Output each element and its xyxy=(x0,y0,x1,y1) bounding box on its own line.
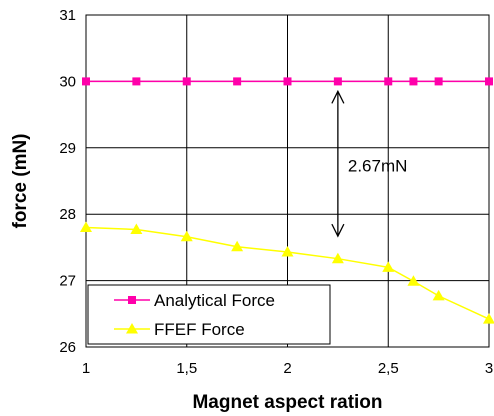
legend-label-ffef-force: FFEF Force xyxy=(154,320,245,339)
legend-marker-analytical-force xyxy=(128,296,136,304)
x-tick-label: 2,5 xyxy=(378,360,399,377)
x-axis-title: Magnet aspect ration xyxy=(192,392,382,413)
data-point xyxy=(432,289,445,301)
y-tick-label: 27 xyxy=(59,273,76,290)
data-point xyxy=(281,246,294,257)
data-point xyxy=(333,77,342,86)
legend-item-ffef-force: FFEF Force xyxy=(114,320,245,339)
annotation-label: 2.67mN xyxy=(348,157,408,176)
data-point xyxy=(283,77,292,86)
data-point xyxy=(407,275,420,286)
x-tick-labels: 1 1,5 2 2,5 3 xyxy=(82,360,493,377)
annotation-layer: 2.67mN xyxy=(331,89,408,238)
data-point xyxy=(82,77,90,86)
series-0 xyxy=(82,77,493,86)
data-point xyxy=(233,77,242,86)
y-tick-label: 31 xyxy=(59,7,76,24)
y-tick-labels: 26 27 28 29 30 31 xyxy=(59,7,76,356)
y-tick-label: 26 xyxy=(59,339,76,356)
data-point xyxy=(182,77,191,86)
data-point xyxy=(382,261,395,272)
data-point xyxy=(231,240,244,252)
legend-item-analytical-force: Analytical Force xyxy=(114,291,275,310)
data-point xyxy=(434,77,443,86)
y-tick-label: 29 xyxy=(59,140,76,157)
data-point xyxy=(483,313,494,324)
x-tick-label: 1,5 xyxy=(176,360,197,377)
y-tick-label: 30 xyxy=(59,73,76,90)
x-tick-label: 2 xyxy=(283,360,291,377)
x-tick-label: 3 xyxy=(485,360,493,377)
series-layer xyxy=(80,77,494,324)
data-point xyxy=(132,77,141,86)
x-tick-label: 1 xyxy=(82,360,90,377)
legend: Analytical Force FFEF Force xyxy=(87,284,331,345)
annotation-arrowhead-top xyxy=(331,89,345,104)
series-1 xyxy=(80,221,494,324)
legend-label-analytical-force: Analytical Force xyxy=(154,291,275,310)
data-point xyxy=(180,230,193,242)
legend-marker-ffef-force xyxy=(126,323,138,334)
annotation-arrowhead-bottom xyxy=(331,223,345,238)
series-line xyxy=(85,226,490,320)
data-point xyxy=(485,77,493,86)
y-axis-title: force (mN) xyxy=(10,133,31,228)
legend-box xyxy=(87,284,331,345)
data-point xyxy=(331,252,344,264)
data-point xyxy=(130,223,143,234)
data-point xyxy=(409,77,418,86)
data-point xyxy=(384,77,393,86)
data-point xyxy=(80,221,92,232)
y-tick-label: 28 xyxy=(59,206,76,223)
